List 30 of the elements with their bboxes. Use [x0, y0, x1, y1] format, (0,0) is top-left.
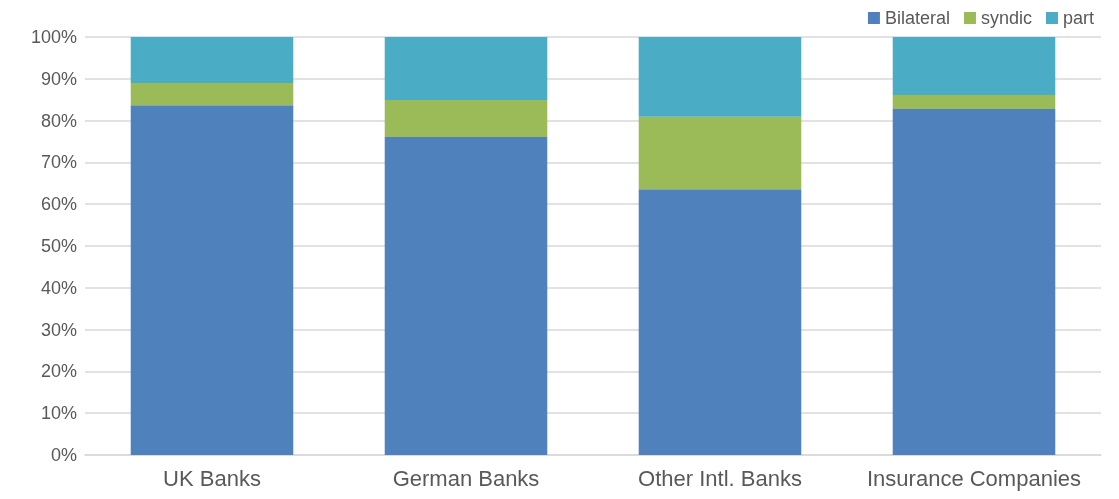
- y-tick-label: 100%: [30, 27, 77, 47]
- bar: [892, 95, 1056, 109]
- bar: [892, 108, 1056, 455]
- legend-label: Bilateral: [884, 8, 950, 28]
- bar: [130, 105, 294, 455]
- bar: [638, 189, 802, 455]
- bar: [384, 37, 548, 101]
- bar: [384, 136, 548, 455]
- x-tick-label: Other Intl. Banks: [638, 465, 802, 491]
- bar: [130, 82, 294, 106]
- bar: [130, 37, 294, 83]
- y-tick-label: 50%: [40, 236, 77, 256]
- bar: [384, 100, 548, 137]
- y-tick-label: 20%: [40, 361, 77, 382]
- y-tick-label: 60%: [40, 194, 77, 215]
- x-tick-label: German Banks: [392, 465, 540, 491]
- x-tick-label: Insurance Companies: [866, 465, 1082, 491]
- legend-label: syndic: [980, 8, 1032, 28]
- x-tick-label: UK Banks: [163, 465, 261, 491]
- y-tick-label: 40%: [40, 277, 77, 298]
- y-tick-label: 80%: [40, 110, 77, 131]
- bar: [638, 37, 802, 117]
- y-tick-label: 70%: [40, 152, 77, 173]
- y-tick-label: 30%: [40, 319, 77, 340]
- y-tick-label: 0%: [50, 445, 77, 465]
- y-tick-label: 90%: [40, 68, 77, 89]
- y-tick-label: 10%: [40, 403, 77, 424]
- bar: [892, 37, 1056, 96]
- bar: [638, 116, 802, 190]
- legend-label: part: [1062, 8, 1095, 28]
